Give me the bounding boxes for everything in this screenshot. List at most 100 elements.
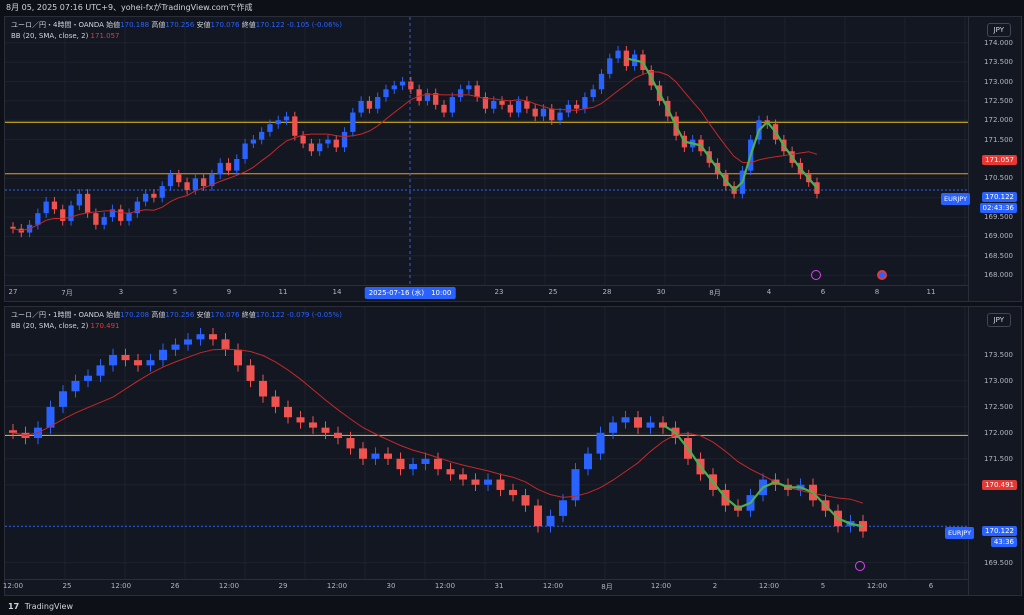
candle-body <box>184 339 192 345</box>
event-icon[interactable] <box>855 561 865 571</box>
candle-body <box>584 453 592 470</box>
time-tick-label: 26 <box>170 582 180 590</box>
time-tick-label: 7月 <box>61 289 73 297</box>
candle-body <box>482 97 489 109</box>
footer-brand[interactable]: 17 TradingView <box>0 598 1024 615</box>
candle-body <box>84 375 92 381</box>
candle-body <box>471 479 480 485</box>
candlestick-plot-4h[interactable] <box>5 17 969 285</box>
candle-body <box>284 406 292 418</box>
candle-body <box>546 515 555 527</box>
price-tick-label: 173.500 <box>984 58 1013 67</box>
candle-body <box>275 120 281 125</box>
candle-body <box>607 58 613 74</box>
time-tick-label: 25 <box>548 288 558 296</box>
bollinger-middle-line <box>12 71 818 232</box>
candle-body <box>59 391 67 407</box>
time-tick-label: 12:00 <box>758 582 780 590</box>
candle-body <box>209 174 215 187</box>
time-axis-4h[interactable]: 277月35911141821232528308月46811 2025-07-1… <box>5 285 969 300</box>
candle-body <box>126 213 132 221</box>
candle-body <box>250 139 257 144</box>
price-tick-label: 171.500 <box>984 454 1013 463</box>
time-tick-label: 4 <box>766 288 772 296</box>
candle-body <box>321 427 330 433</box>
time-tick-label: 29 <box>278 582 288 590</box>
wave-drawing-line <box>626 57 818 192</box>
brand-name: TradingView <box>24 602 74 611</box>
price-tick-label: 171.500 <box>984 135 1013 144</box>
event-icon[interactable] <box>811 270 821 280</box>
last-price-badge: 170.122 <box>982 192 1017 202</box>
candle-body <box>134 360 142 366</box>
candle-body <box>434 458 442 470</box>
time-tick-label: 12:00 <box>2 582 24 590</box>
candle-body <box>474 85 480 98</box>
candle-body <box>582 97 588 109</box>
candle-body <box>60 209 66 221</box>
candle-body <box>184 182 190 190</box>
currency-button[interactable]: JPY <box>986 313 1011 327</box>
news-icon[interactable] <box>877 270 887 280</box>
price-tick-label: 169.500 <box>984 558 1013 567</box>
candle-body <box>596 432 605 454</box>
candle-body <box>271 396 280 407</box>
price-axis-4h[interactable]: JPY 174.000 173.500 173.000 172.500 172.000 1… <box>968 17 1021 301</box>
candle-body <box>93 213 99 225</box>
candle-body <box>142 193 149 202</box>
candle-body <box>590 89 596 98</box>
time-tick-label: 6 <box>820 288 826 296</box>
candle-body <box>225 162 232 171</box>
time-tick-label: 30 <box>656 288 666 296</box>
candle-body <box>101 217 107 225</box>
candle-body <box>559 500 567 516</box>
candle-body <box>234 159 240 171</box>
candle-body <box>499 100 505 105</box>
candle-body <box>540 108 547 117</box>
candle-body <box>421 458 430 464</box>
candle-body <box>309 422 317 428</box>
price-tick-label: 169.000 <box>984 232 1013 241</box>
time-tick-label: 9 <box>226 288 232 296</box>
candle-body <box>159 349 167 361</box>
candle-body <box>35 213 41 225</box>
time-tick-label: 12:00 <box>542 582 564 590</box>
price-axis-1h[interactable]: JPY 173.500 173.000 172.500 172.000 171.500 1… <box>968 307 1021 595</box>
time-tick-label: 8月 <box>709 289 721 297</box>
time-tick-label: 5 <box>820 582 826 590</box>
candle-body <box>371 453 380 459</box>
bb-legend-1h: BB (20, SMA, close, 2) 170.491 <box>11 322 120 330</box>
time-tick-label: 30 <box>386 582 396 590</box>
candle-body <box>359 448 367 459</box>
candle-body <box>646 422 655 428</box>
candle-body <box>192 178 199 190</box>
candle-body <box>449 97 455 113</box>
time-tick-label: 23 <box>494 288 504 296</box>
candle-body <box>68 205 74 221</box>
price-tick-label: 173.500 <box>984 350 1013 359</box>
chart-pane-1h[interactable]: ユーロ／円・1時間・OANDA 始値170.208 高値170.256 安値17… <box>2 306 1022 596</box>
candle-body <box>457 89 464 98</box>
candle-body <box>814 182 820 194</box>
candle-body <box>171 344 180 350</box>
candle-body <box>308 143 315 152</box>
bb-legend-4h: BB (20, SMA, close, 2) 171.057 <box>11 32 120 40</box>
candle-body <box>96 365 105 376</box>
candlestick-plot-1h[interactable] <box>5 307 969 579</box>
candle-body <box>366 100 373 109</box>
time-axis-1h[interactable]: 12:00 25 12:00 26 12:00 29 12:00 30 12:00 31 12:00… <box>2 579 969 594</box>
candle-body <box>333 139 339 148</box>
candle-body <box>446 469 455 475</box>
candle-body <box>196 334 205 340</box>
candle-body <box>399 81 406 86</box>
candle-body <box>459 474 467 480</box>
time-tick-label: 27 <box>8 288 18 296</box>
candle-body <box>234 349 242 366</box>
candle-body <box>634 417 642 428</box>
candle-body <box>532 108 538 117</box>
currency-button[interactable]: JPY <box>986 23 1011 37</box>
price-tick-label: 172.500 <box>984 402 1013 411</box>
chart-pane-4h[interactable]: ユーロ／円・4時間・OANDA 始値170.188 高値170.256 安値17… <box>4 16 1022 302</box>
price-tick-label: 169.500 <box>984 213 1013 222</box>
candle-body <box>9 430 17 433</box>
